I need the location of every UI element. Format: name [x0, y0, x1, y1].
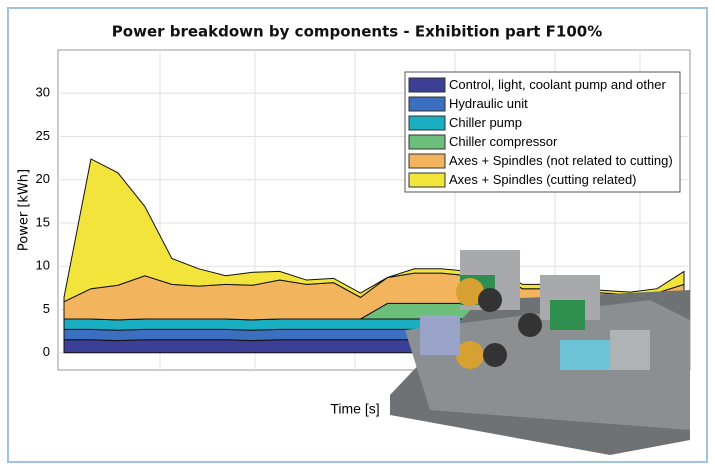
y-axis-label: Power [kWh]: [17, 169, 32, 251]
y-tick-label: 5: [43, 301, 50, 316]
legend-swatch: [409, 135, 445, 149]
legend-swatch: [409, 116, 445, 130]
legend-label: Control, light, coolant pump and other: [449, 77, 666, 92]
chart-title: Power breakdown by components - Exhibiti…: [112, 23, 602, 41]
legend-label: Hydraulic unit: [449, 96, 528, 111]
y-tick-label: 25: [36, 128, 50, 143]
legend-label: Axes + Spindles (cutting related): [449, 172, 637, 187]
chart: 0 5 10 15 20 25 30 Power breakdown by componen…: [0, 0, 715, 470]
y-tick-label: 30: [36, 85, 50, 100]
legend-label: Chiller pump: [449, 115, 522, 130]
legend-label: Chiller compressor: [449, 134, 558, 149]
y-tick-label: 10: [36, 258, 50, 273]
y-tick-label: 0: [43, 344, 50, 359]
y-tick-label: 20: [36, 171, 50, 186]
legend-swatch: [409, 78, 445, 92]
legend-swatch: [409, 154, 445, 168]
legend-label: Axes + Spindles (not related to cutting): [449, 153, 673, 168]
legend-swatch: [409, 173, 445, 187]
y-tick-label: 15: [36, 214, 50, 229]
x-axis-label: Time [s]: [330, 401, 379, 417]
legend-swatch: [409, 97, 445, 111]
